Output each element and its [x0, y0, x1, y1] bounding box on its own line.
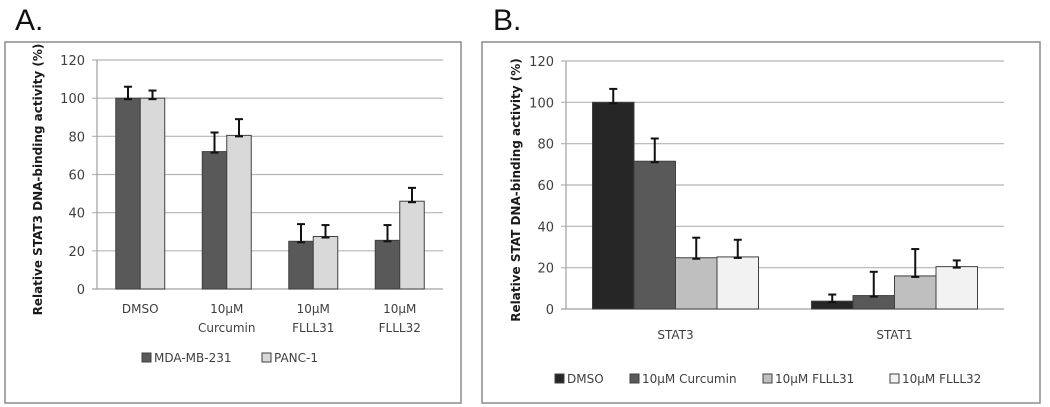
bar [935, 266, 978, 310]
legend-swatch [889, 373, 900, 384]
bar [115, 97, 141, 290]
legend-swatch [629, 373, 640, 384]
x-tick-label: STAT1 [876, 328, 912, 342]
legend-swatch [554, 373, 565, 384]
y-axis-title: Relative STAT DNA-binding activity (%) [509, 58, 523, 321]
x-tick-label: STAT3 [657, 328, 693, 342]
bar [852, 295, 895, 310]
bar [675, 257, 718, 310]
x-tick-label: DMSO [122, 302, 159, 316]
legend-label: 10µM FLLL32 [902, 372, 981, 386]
y-tick-label: 0 [77, 283, 85, 298]
bar [226, 134, 252, 290]
panel-b-letter: B. [493, 4, 522, 37]
y-tick-label: 40 [68, 207, 85, 222]
x-tick-label: FLLL31 [292, 321, 334, 335]
legend-swatch [261, 352, 272, 363]
y-tick-label: 20 [537, 262, 554, 277]
y-tick-label: 0 [546, 303, 554, 318]
legend-label: 10µM FLLL31 [775, 372, 854, 386]
y-tick-label: 60 [68, 169, 85, 184]
y-tick-label: 20 [68, 245, 85, 260]
y-tick-label: 100 [529, 96, 554, 111]
y-tick-label: 120 [529, 55, 554, 70]
x-tick-label: FLLL32 [379, 321, 421, 335]
bar [288, 240, 314, 290]
y-tick-label: 100 [60, 92, 85, 107]
x-tick-label: 10µM [297, 302, 330, 316]
panel-a-chart: 0 20 40 60 80 100 120 Relative STAT3 DNA-bindin… [31, 44, 443, 365]
legend-swatch [141, 352, 152, 363]
legend-label: PANC-1 [274, 351, 318, 365]
y-tick-label: 80 [537, 138, 554, 153]
bar [399, 200, 425, 290]
panel-b-chart: 0 20 40 60 80 100 120 Relative STAT DNA-binding… [509, 55, 1004, 386]
bar [633, 160, 676, 310]
bar [374, 239, 401, 290]
legend-label: DMSO [567, 372, 604, 386]
legend-label: MDA-MB-231 [154, 351, 231, 365]
y-tick-label: 40 [537, 220, 554, 235]
x-tick-label: 10µM [383, 302, 416, 316]
x-tick-label: Curcumin [198, 321, 256, 335]
bar [592, 101, 635, 310]
bar [312, 236, 339, 290]
x-tick-label: 10µM [210, 302, 243, 316]
legend-swatch [762, 373, 773, 384]
bar [894, 275, 937, 310]
bar [201, 151, 228, 290]
bar [716, 256, 759, 310]
y-tick-label: 60 [537, 179, 554, 194]
panel-a-letter: A. [15, 4, 44, 37]
bar [139, 97, 166, 290]
y-tick-label: 80 [68, 130, 85, 145]
y-tick-label: 120 [60, 54, 85, 69]
legend-label: 10µM Curcumin [642, 372, 737, 386]
y-axis-title: Relative STAT3 DNA-binding activity (%) [31, 44, 45, 316]
